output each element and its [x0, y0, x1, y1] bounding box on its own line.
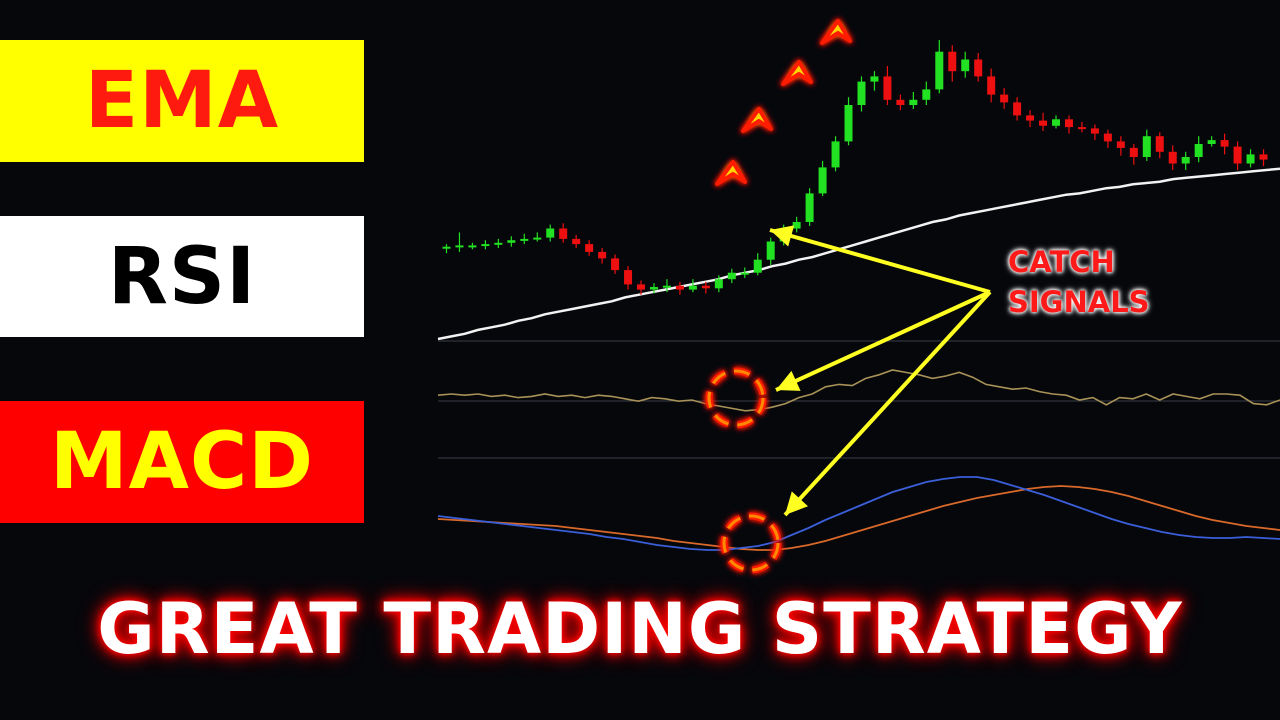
candle-body-8 [546, 228, 555, 238]
candle-body-35 [896, 99, 905, 105]
candle-body-2 [468, 245, 477, 248]
candle-body-40 [961, 59, 970, 72]
candle-body-38 [935, 51, 944, 90]
macd-layer [437, 476, 1280, 551]
up-arrow-icon-0 [715, 160, 747, 186]
candle-body-52 [1116, 141, 1125, 148]
signal-circle-0 [707, 369, 765, 427]
ema-line [437, 167, 1280, 341]
candle-body-43 [1000, 94, 1009, 103]
candle-body-18 [675, 285, 684, 290]
candle-body-45 [1026, 115, 1035, 121]
candle-body-62 [1246, 154, 1255, 164]
candle-body-48 [1064, 119, 1073, 128]
candle-body-49 [1077, 127, 1086, 130]
candle-body-12 [598, 251, 607, 259]
candle-body-4 [494, 242, 503, 245]
rsi-line [437, 369, 1280, 412]
candle-body-29 [818, 167, 827, 194]
pointer-to-rsi-head [776, 370, 801, 391]
candle-body-47 [1052, 119, 1061, 126]
candle-body-11 [585, 244, 594, 252]
candle-body-27 [792, 222, 801, 229]
candle-body-53 [1129, 147, 1138, 157]
candle-body-17 [662, 285, 671, 288]
candle-body-20 [701, 285, 710, 289]
up-arrow-icon-2 [781, 60, 813, 86]
candle-body-24 [753, 259, 762, 273]
annotation-line-1: CATCH [1008, 245, 1115, 279]
candle-body-33 [870, 76, 879, 82]
pointer-to-macd-head [785, 491, 808, 515]
candle-body-0 [442, 246, 451, 249]
candle-body-6 [520, 238, 529, 241]
candle-body-34 [883, 76, 892, 100]
candle-body-61 [1233, 146, 1242, 164]
candle-body-5 [507, 240, 516, 243]
candle-body-50 [1090, 128, 1099, 134]
pointer-to-price-head [770, 225, 795, 247]
signal-circles [705, 367, 782, 574]
candle-body-59 [1207, 140, 1216, 144]
up-arrow-icon-1 [741, 107, 773, 133]
candle-body-46 [1039, 120, 1048, 126]
up-arrows [715, 19, 852, 186]
candle-body-37 [922, 89, 931, 100]
candle-body-54 [1142, 136, 1151, 157]
signal-line [437, 485, 1280, 551]
catch-signals-annotation: CATCH SIGNALS [1008, 242, 1150, 322]
candle-body-25 [766, 241, 775, 260]
ema-layer [437, 167, 1280, 341]
candle-body-57 [1181, 157, 1190, 164]
candle-body-15 [637, 284, 646, 290]
chart-gridlines [438, 340, 1280, 459]
candles-layer [442, 40, 1268, 295]
candle-body-41 [974, 59, 983, 77]
signal-circle-1 [722, 514, 780, 572]
candle-body-60 [1220, 140, 1229, 147]
candle-body-44 [1013, 102, 1022, 116]
signal-pointers [769, 225, 992, 517]
candle-body-28 [805, 193, 814, 222]
candle-body-31 [844, 105, 853, 142]
candle-body-63 [1259, 154, 1268, 160]
candle-body-21 [714, 279, 723, 289]
candle-body-14 [624, 270, 633, 285]
candle-body-23 [740, 272, 749, 275]
macd-label: MACD [0, 401, 364, 523]
candle-body-56 [1168, 151, 1177, 164]
candle-body-30 [831, 141, 840, 168]
candle-body-1 [455, 245, 464, 248]
ema-label: EMA [0, 40, 364, 162]
candle-body-39 [948, 51, 957, 72]
candle-body-19 [688, 285, 697, 290]
headline: GREAT TRADING STRATEGY [97, 588, 1183, 670]
annotation-line-2: SIGNALS [1008, 285, 1150, 319]
rsi-label: RSI [0, 216, 364, 337]
candle-body-13 [611, 258, 620, 271]
candle-body-9 [559, 228, 568, 239]
macd-line [437, 476, 1280, 551]
pointer-to-macd-shaft [783, 290, 992, 517]
candle-body-10 [572, 238, 581, 245]
rsi-layer [437, 369, 1280, 412]
candle-body-7 [533, 237, 542, 240]
candle-body-32 [857, 81, 866, 105]
pointer-to-rsi-shaft [775, 290, 991, 392]
candle-body-58 [1194, 144, 1203, 157]
candle-body-51 [1103, 133, 1112, 142]
candle-body-3 [481, 244, 490, 247]
candle-body-42 [987, 76, 996, 95]
candle-body-55 [1155, 136, 1164, 152]
candle-body-36 [909, 99, 918, 105]
candle-body-22 [727, 272, 736, 280]
pointer-to-price-shaft [769, 228, 991, 294]
candle-body-16 [649, 287, 658, 290]
up-arrow-icon-3 [820, 19, 852, 45]
